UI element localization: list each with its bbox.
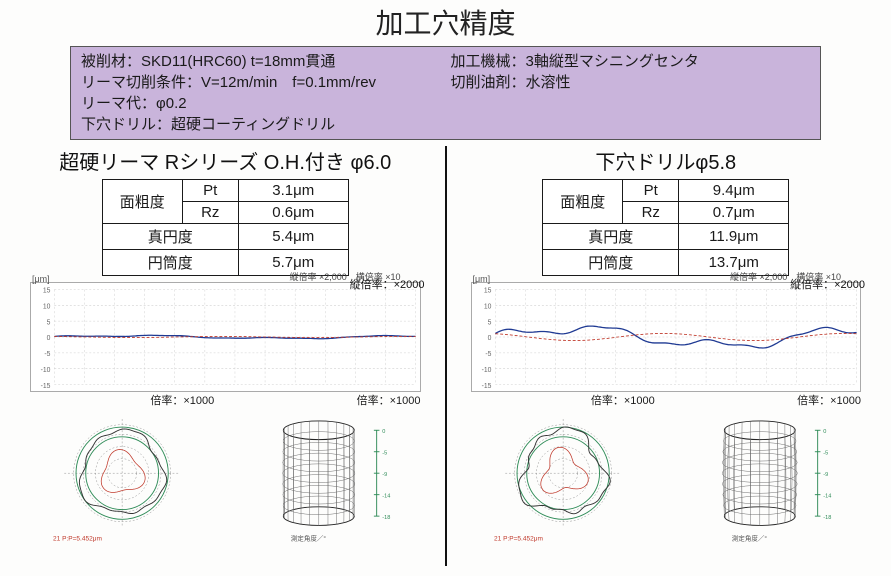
left-title: 超硬リーマ Rシリーズ O.H.付き φ6.0 bbox=[20, 146, 431, 175]
svg-text:15: 15 bbox=[43, 286, 51, 294]
left-pt-label: Pt bbox=[182, 180, 238, 202]
left-round-mag: 倍率：×1000 bbox=[150, 392, 214, 408]
svg-text:-5: -5 bbox=[383, 451, 388, 457]
svg-text:5: 5 bbox=[487, 318, 491, 326]
left-cyl-mag: 倍率：×1000 bbox=[357, 392, 421, 408]
right-cylindricity: 倍率：×1000 0-5-9-14-18測定角度／° bbox=[671, 406, 867, 551]
right-title: 下穴ドリルφ5.8 bbox=[461, 146, 872, 175]
right-profile-chart: [μm] 縦倍率 ×2,000 横倍率 ×10 縦倍率：×2000 -15-10… bbox=[471, 282, 862, 392]
left-roundness: 倍率：×1000 21 P:P=5.452μm bbox=[24, 406, 220, 551]
svg-text:15: 15 bbox=[483, 286, 491, 294]
left-pt-value: 3.1μm bbox=[238, 180, 348, 202]
right-round-value: 11.9μm bbox=[679, 224, 789, 250]
svg-text:10: 10 bbox=[483, 302, 491, 310]
right-pt-value: 9.4μm bbox=[679, 180, 789, 202]
svg-text:0: 0 bbox=[487, 334, 491, 342]
left-subrow: 倍率：×1000 21 P:P=5.452μm 倍率：×1000 0-5-9-1… bbox=[24, 406, 427, 551]
svg-text:10: 10 bbox=[43, 302, 51, 310]
axis-unit-r: [μm] bbox=[473, 274, 491, 284]
cond-coolant: 切削油剤：水溶性 bbox=[451, 72, 811, 93]
svg-text:0: 0 bbox=[823, 429, 826, 435]
panel-divider bbox=[445, 146, 447, 566]
svg-text:-14: -14 bbox=[383, 493, 391, 499]
cond-machine: 加工機械：3軸縦型マシニングセンタ bbox=[451, 51, 811, 72]
left-rough-label: 面粗度 bbox=[102, 180, 182, 224]
left-profile-mag: 縦倍率：×2000 bbox=[350, 276, 425, 292]
svg-text:0: 0 bbox=[383, 429, 386, 435]
cond-reamer: リーマ切削条件：V=12m/min f=0.1mm/rev bbox=[81, 72, 441, 93]
panel-left: 超硬リーマ Rシリーズ O.H.付き φ6.0 面粗度 Pt 3.1μm Rz … bbox=[10, 146, 441, 566]
right-cyl-label: 円筒度 bbox=[543, 250, 679, 276]
left-profile-chart: [μm] 縦倍率 ×2,000 横倍率 ×10 縦倍率：×2000 -15-10… bbox=[30, 282, 421, 392]
svg-text:-5: -5 bbox=[44, 350, 50, 358]
right-profile-mag: 縦倍率：×2000 bbox=[790, 276, 865, 292]
right-rz-label: Rz bbox=[623, 202, 679, 224]
panel-right: 下穴ドリルφ5.8 面粗度 Pt 9.4μm Rz 0.7μm 真円度 11.9… bbox=[451, 146, 882, 566]
left-rz-value: 0.6μm bbox=[238, 202, 348, 224]
svg-text:-5: -5 bbox=[823, 451, 828, 457]
svg-text:-10: -10 bbox=[481, 366, 491, 374]
svg-text:-10: -10 bbox=[41, 366, 51, 374]
left-round-value: 5.4μm bbox=[238, 224, 348, 250]
svg-text:-18: -18 bbox=[823, 515, 831, 521]
right-measure-table: 面粗度 Pt 9.4μm Rz 0.7μm 真円度 11.9μm 円筒度 13.… bbox=[542, 179, 789, 276]
svg-text:測定角度／°: 測定角度／° bbox=[732, 533, 768, 542]
conditions-box: 被削材：SKD11(HRC60) t=18mm貫通 加工機械：3軸縦型マシニング… bbox=[70, 46, 821, 140]
svg-text:21 P:P=5.452μm: 21 P:P=5.452μm bbox=[53, 535, 102, 542]
panels: 超硬リーマ Rシリーズ O.H.付き φ6.0 面粗度 Pt 3.1μm Rz … bbox=[0, 146, 891, 566]
svg-text:-18: -18 bbox=[383, 515, 391, 521]
left-measure-table: 面粗度 Pt 3.1μm Rz 0.6μm 真円度 5.4μm 円筒度 5.7μ… bbox=[102, 179, 349, 276]
cond-predrill: 下穴ドリル：超硬コーティングドリル bbox=[81, 114, 810, 135]
svg-text:5: 5 bbox=[47, 318, 51, 326]
svg-text:-15: -15 bbox=[41, 381, 51, 389]
svg-text:測定角度／°: 測定角度／° bbox=[291, 533, 327, 542]
svg-text:-14: -14 bbox=[823, 493, 831, 499]
right-rough-label: 面粗度 bbox=[543, 180, 623, 224]
cond-allowance: リーマ代：φ0.2 bbox=[81, 93, 810, 114]
left-round-label: 真円度 bbox=[102, 224, 238, 250]
page-title: 加工穴精度 bbox=[0, 0, 891, 42]
right-pt-label: Pt bbox=[623, 180, 679, 202]
svg-text:-5: -5 bbox=[485, 350, 491, 358]
svg-text:-15: -15 bbox=[481, 381, 491, 389]
svg-text:0: 0 bbox=[47, 334, 51, 342]
left-cyl-label: 円筒度 bbox=[102, 250, 238, 276]
right-round-label: 真円度 bbox=[543, 224, 679, 250]
axis-unit: [μm] bbox=[32, 274, 50, 284]
right-roundness: 倍率：×1000 21 P:P=5.452μm bbox=[465, 406, 661, 551]
right-rz-value: 0.7μm bbox=[679, 202, 789, 224]
left-cylindricity: 倍率：×1000 0-5-9-14-18測定角度／° bbox=[230, 406, 426, 551]
svg-text:21 P:P=5.452μm: 21 P:P=5.452μm bbox=[494, 535, 543, 542]
right-cyl-mag: 倍率：×1000 bbox=[797, 392, 861, 408]
cond-material: 被削材：SKD11(HRC60) t=18mm貫通 bbox=[81, 51, 441, 72]
svg-text:-9: -9 bbox=[383, 472, 388, 478]
left-rz-label: Rz bbox=[182, 202, 238, 224]
right-round-mag: 倍率：×1000 bbox=[591, 392, 655, 408]
svg-text:-9: -9 bbox=[823, 472, 828, 478]
right-subrow: 倍率：×1000 21 P:P=5.452μm 倍率：×1000 0-5-9-1… bbox=[465, 406, 868, 551]
